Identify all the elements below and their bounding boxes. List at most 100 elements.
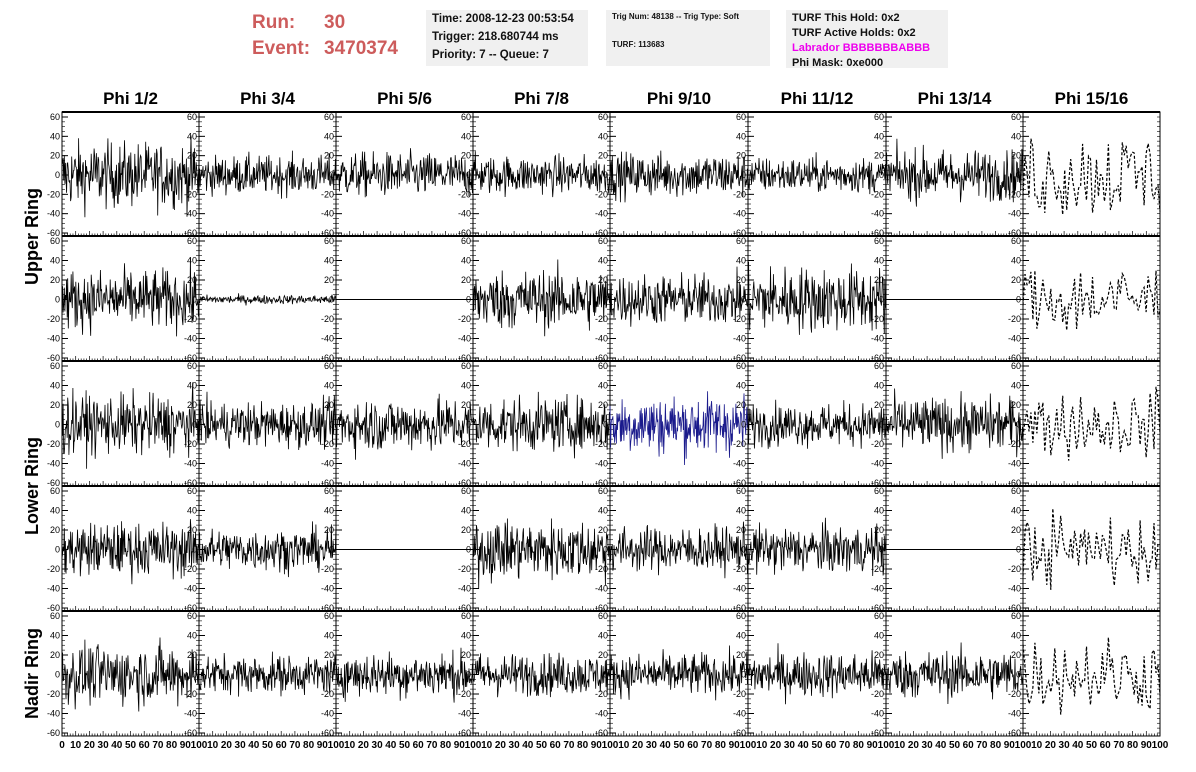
y-tick-label: -40 <box>733 334 746 344</box>
y-tick-label: -20 <box>1008 564 1021 574</box>
y-tick-label: -40 <box>871 584 884 594</box>
y-tick-label: 20 <box>1011 525 1021 535</box>
column-title: Phi 11/12 <box>781 89 854 108</box>
y-tick-label: 0 <box>879 545 884 555</box>
waveform-trace <box>885 388 1024 459</box>
row-label: Lower Ring <box>22 437 42 535</box>
y-tick-label: -20 <box>47 689 60 699</box>
y-tick-label: 20 <box>598 275 608 285</box>
waveform-panel: -60 -40 -20 0 20 40 60 <box>47 235 200 363</box>
waveform-panel: -60 -40 -20 0 20 40 60 <box>458 485 611 613</box>
y-tick-label: 60 <box>187 236 197 246</box>
y-tick-label: 40 <box>50 256 60 266</box>
run-value: 30 <box>324 12 346 33</box>
x-tick-label: 10 <box>344 740 356 751</box>
y-tick-label: -20 <box>321 189 334 199</box>
waveform-trace <box>1022 386 1161 461</box>
x-tick-label: 100 <box>740 740 757 751</box>
y-tick-label: 20 <box>1011 151 1021 161</box>
y-tick-label: -40 <box>458 709 471 719</box>
x-tick-label: 90 <box>454 740 466 751</box>
y-tick-label: 40 <box>598 631 608 641</box>
x-tick-label: 70 <box>701 740 713 751</box>
x-tick-label: 20 <box>358 740 370 751</box>
x-tick-label: 40 <box>660 740 672 751</box>
x-tick-label: 70 <box>839 740 851 751</box>
y-tick-label: -20 <box>871 189 884 199</box>
y-tick-label: -60 <box>47 228 60 238</box>
y-tick-label: 20 <box>598 525 608 535</box>
y-tick-label: 0 <box>192 170 197 180</box>
y-tick-label: 0 <box>329 170 334 180</box>
x-tick-label: 60 <box>139 740 151 751</box>
y-tick-label: 60 <box>50 361 60 371</box>
trig-num-text: Trig Num: 48138 -- Trig Type: Soft <box>612 12 739 21</box>
panel-frame <box>1022 610 1161 737</box>
y-tick-label: 40 <box>187 631 197 641</box>
waveform-trace <box>61 382 200 469</box>
x-tick-label: 90 <box>729 740 741 751</box>
waveform-trace <box>335 148 474 198</box>
y-tick-label: -20 <box>595 314 608 324</box>
waveform-trace <box>747 399 887 449</box>
waveform-trace <box>61 135 200 218</box>
y-tick-label: -20 <box>733 314 746 324</box>
y-tick-label: 40 <box>324 131 334 141</box>
y-tick-label: -40 <box>47 459 60 469</box>
waveform-panel: -60 -40 -20 0 20 40 60 <box>733 360 887 488</box>
waveform-panel: -60 -40 -20 0 20 40 60 <box>1008 485 1161 613</box>
waveform-trace <box>472 391 611 459</box>
y-tick-label: -40 <box>595 209 608 219</box>
waveform-panel: -60 -40 -20 0 20 40 60 <box>733 235 887 363</box>
x-tick-label: 20 <box>908 740 920 751</box>
x-tick-label: 40 <box>385 740 397 751</box>
waveform-trace <box>885 642 1024 705</box>
waveform-trace <box>747 643 887 705</box>
panel-frame <box>1022 235 1161 362</box>
y-tick-label: -60 <box>871 728 884 738</box>
y-tick-label: -20 <box>47 314 60 324</box>
x-tick-label: 10 <box>756 740 768 751</box>
y-tick-label: 0 <box>55 670 60 680</box>
x-tick-label: 100 <box>878 740 895 751</box>
y-tick-label: 60 <box>461 486 471 496</box>
y-tick-label: -20 <box>595 189 608 199</box>
y-tick-label: -40 <box>1008 709 1021 719</box>
x-tick-label: 50 <box>673 740 685 751</box>
y-tick-label: 40 <box>1011 131 1021 141</box>
x-tick-label: 40 <box>798 740 810 751</box>
x-tick-label: 70 <box>563 740 575 751</box>
y-tick-label: -20 <box>47 189 60 199</box>
y-tick-label: 20 <box>1011 275 1021 285</box>
y-tick-label: 0 <box>466 420 471 430</box>
y-tick-label: 40 <box>324 506 334 516</box>
y-tick-label: -60 <box>595 478 608 488</box>
waveform-panel: -60 -40 -20 0 20 40 60 <box>184 485 337 613</box>
waveform-trace <box>335 647 474 703</box>
y-tick-label: -60 <box>321 353 334 363</box>
y-tick-label: 0 <box>1016 170 1021 180</box>
y-tick-label: -20 <box>595 439 608 449</box>
y-tick-label: 40 <box>736 506 746 516</box>
x-tick-label: 30 <box>235 740 247 751</box>
x-tick-label: 10 <box>207 740 219 751</box>
y-tick-label: 60 <box>461 236 471 246</box>
turf-this-hold-text: TURF This Hold: 0x2 <box>792 12 900 24</box>
y-tick-label: 60 <box>1011 611 1021 621</box>
y-tick-label: 0 <box>603 295 608 305</box>
x-tick-label: 100 <box>328 740 345 751</box>
waveform-panel: -60 -40 -20 0 20 40 60 <box>47 485 200 613</box>
y-tick-label: -20 <box>595 689 608 699</box>
x-tick-label: 100 <box>1152 740 1169 751</box>
y-tick-label: 60 <box>324 361 334 371</box>
y-tick-label: 40 <box>461 506 471 516</box>
y-tick-label: 20 <box>1011 400 1021 410</box>
x-tick-label: 60 <box>413 740 425 751</box>
x-tick-label: 10 <box>894 740 906 751</box>
waveform-trace <box>609 521 749 579</box>
y-tick-label: 60 <box>874 112 884 122</box>
waveform-panel: -60 -40 -20 0 20 40 60 <box>595 485 749 613</box>
